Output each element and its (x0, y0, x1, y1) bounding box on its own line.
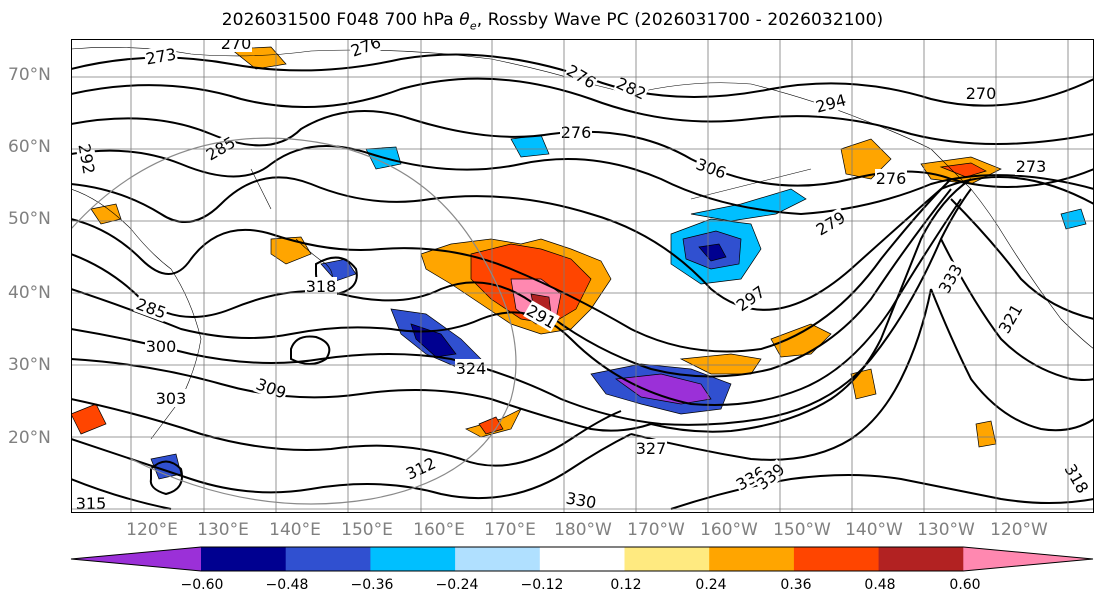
colorbar-swatch (709, 547, 795, 571)
contour-label-bg (305, 277, 337, 295)
colorbar-tick: −0.12 (520, 577, 564, 593)
contour-label-bg (563, 488, 599, 512)
colorbar-extend-low (71, 547, 201, 571)
colorbar-tick: −0.24 (435, 577, 479, 593)
colorbar-swatches (70, 546, 1094, 572)
lat-label: 30°N (8, 355, 51, 375)
lat-label: 70°N (8, 65, 51, 85)
contour-label-bg (563, 60, 600, 92)
lon-label: 130°E (197, 520, 249, 540)
contour-label-bg (875, 169, 907, 187)
lat-label: 50°N (8, 209, 51, 229)
theta-e-contours (71, 53, 1094, 510)
colorbar-swatch (539, 547, 625, 571)
colorbar (70, 546, 1094, 572)
contour-label-bg (732, 462, 769, 494)
contour-label-bg (613, 73, 650, 104)
great-circle-arcs (71, 137, 517, 505)
contour-label-bg (133, 294, 170, 322)
lat-label: 40°N (8, 283, 51, 303)
contour-label: 300 (146, 337, 177, 356)
contour-label-bg (1061, 460, 1093, 497)
contour-label: 270 (221, 39, 252, 53)
lon-label: 160°E (413, 520, 465, 540)
title-prefix: 2026031500 F048 700 hPa (221, 10, 460, 30)
lon-label: 180°W (554, 520, 612, 540)
contour-label: 276 (561, 123, 592, 142)
colorbar-extend-high (963, 547, 1093, 571)
contour-label-bg (812, 207, 849, 239)
colorbar-tick: 0.48 (864, 577, 896, 593)
contour-label-bg (220, 39, 252, 52)
lon-label: 170°W (627, 520, 685, 540)
lon-label: 130°W (917, 520, 975, 540)
colorbar-tick: −0.36 (350, 577, 394, 593)
contour-label: 315 (76, 494, 107, 513)
colorbar-tick: −0.48 (265, 577, 309, 593)
contour-label-bg (253, 374, 290, 402)
contour-label-bg (145, 337, 177, 355)
contour-label-bg (732, 281, 769, 315)
colorbar-swatch (285, 547, 371, 571)
colorbar-tick: −0.60 (180, 577, 224, 593)
contour-label: 270 (966, 84, 997, 103)
lon-label: 120°W (990, 520, 1048, 540)
contour-label-bg (1015, 157, 1047, 175)
lon-label: 150°W (773, 520, 831, 540)
lat-lon-grid (71, 39, 1094, 513)
colorbar-swatch (624, 547, 710, 571)
theta-symbol: θ (459, 10, 470, 30)
colorbar-swatch (455, 547, 541, 571)
contour-label-bg (75, 494, 107, 512)
contour-label-bg (752, 459, 789, 494)
lat-label: 60°N (8, 137, 51, 157)
anomaly-shading (71, 46, 1087, 480)
lon-label: 160°W (700, 520, 758, 540)
contour-label-bg (402, 453, 439, 484)
colorbar-tick: 0.60 (949, 577, 981, 593)
contour-label: 303 (156, 389, 187, 408)
contour-label-bg (994, 300, 1026, 337)
colorbar-swatch (201, 547, 287, 571)
lon-label: 170°E (484, 520, 536, 540)
colorbar-swatch (370, 547, 456, 571)
contour-label: 327 (636, 439, 667, 458)
colorbar-tick: 0.12 (610, 577, 642, 593)
contour-label-bg (143, 44, 179, 68)
contour-label-bg (75, 141, 99, 177)
colorbar-outline (70, 546, 1094, 572)
colorbar-tick: 0.36 (780, 577, 812, 593)
colorbar-swatch (793, 547, 880, 571)
lon-label: 120°E (126, 520, 178, 540)
contour-label: 324 (456, 359, 487, 378)
lon-label: 140°E (269, 520, 321, 540)
contour-label: 318 (306, 277, 337, 296)
contour-label-bg (523, 300, 560, 332)
contour-label-bg (635, 439, 667, 457)
title-suffix: , Rossby Wave PC (2026031700 - 202603210… (476, 10, 884, 30)
contour-label: 276 (876, 169, 907, 188)
plot-title: 2026031500 F048 700 hPa θe, Rossby Wave … (0, 10, 1105, 32)
lon-label: 150°E (341, 520, 393, 540)
contour-label-bg (693, 154, 730, 182)
contour-label-bg (965, 84, 997, 102)
lon-label: 140°W (845, 520, 903, 540)
contour-label-bg (934, 260, 966, 297)
contour-label: 273 (1016, 157, 1047, 176)
contour-label-bg (812, 90, 849, 116)
colorbar-tick: 0.24 (695, 577, 727, 593)
contour-label-bg (455, 359, 487, 377)
theta-subscript: e (469, 19, 477, 33)
contour-label-bg (155, 389, 187, 407)
lat-label: 20°N (8, 428, 51, 448)
contour-label-bg (560, 123, 592, 141)
colorbar-swatch (878, 547, 964, 571)
